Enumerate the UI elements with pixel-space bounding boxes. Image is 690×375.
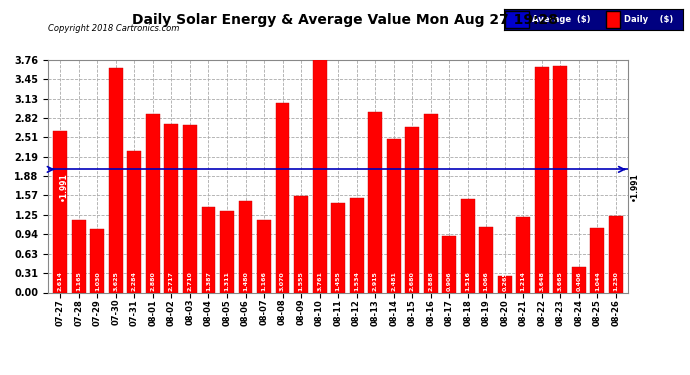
Text: 3.665: 3.665 [558, 271, 563, 291]
Text: •1.991: •1.991 [59, 172, 68, 201]
Text: 1.534: 1.534 [354, 271, 359, 291]
Bar [128, 151, 141, 292]
Bar [424, 114, 437, 292]
Bar [294, 196, 308, 292]
Text: 1.214: 1.214 [521, 271, 526, 291]
Bar [368, 112, 382, 292]
Bar [516, 217, 530, 292]
Bar [220, 211, 234, 292]
Text: 2.888: 2.888 [428, 271, 433, 291]
FancyBboxPatch shape [606, 12, 620, 28]
Bar [201, 207, 215, 292]
Bar [109, 68, 123, 292]
Bar [591, 228, 604, 292]
Text: 1.387: 1.387 [206, 271, 211, 291]
Text: 2.915: 2.915 [373, 271, 377, 291]
Bar [442, 237, 456, 292]
Bar [146, 114, 160, 292]
Bar [350, 198, 364, 292]
Text: 1.455: 1.455 [335, 271, 341, 291]
Bar [480, 226, 493, 292]
Text: 2.710: 2.710 [188, 271, 193, 291]
Bar [53, 131, 68, 292]
Bar [164, 124, 179, 292]
Text: 0.906: 0.906 [446, 271, 452, 291]
Text: 1.480: 1.480 [243, 271, 248, 291]
Text: Daily Solar Energy & Average Value Mon Aug 27 19:28: Daily Solar Energy & Average Value Mon A… [132, 13, 558, 27]
Bar [405, 127, 419, 292]
Text: 1.030: 1.030 [95, 271, 100, 291]
Text: 1.516: 1.516 [465, 271, 470, 291]
Text: 1.555: 1.555 [299, 271, 304, 291]
Bar [313, 60, 326, 292]
Bar [90, 229, 104, 292]
Bar [553, 66, 567, 292]
Text: 2.880: 2.880 [150, 271, 155, 291]
Bar [257, 220, 271, 292]
Bar [331, 202, 345, 292]
Bar [535, 67, 549, 292]
Text: 2.614: 2.614 [58, 271, 63, 291]
Text: 0.406: 0.406 [576, 271, 582, 291]
Text: 2.680: 2.680 [410, 271, 415, 291]
Text: 1.311: 1.311 [224, 271, 230, 291]
Bar [572, 267, 586, 292]
Text: 3.625: 3.625 [113, 271, 119, 291]
Text: 1.166: 1.166 [262, 271, 266, 291]
Text: 3.070: 3.070 [280, 271, 285, 291]
Text: Daily    ($): Daily ($) [624, 15, 673, 24]
Text: 1.044: 1.044 [595, 271, 600, 291]
Text: 1.066: 1.066 [484, 271, 489, 291]
Bar [461, 199, 475, 292]
Text: Copyright 2018 Cartronics.com: Copyright 2018 Cartronics.com [48, 24, 179, 33]
Bar [609, 216, 623, 292]
Bar [497, 276, 512, 292]
Text: 1.230: 1.230 [613, 271, 618, 291]
Text: •1.991: •1.991 [630, 172, 639, 201]
Bar [183, 125, 197, 292]
Bar [72, 220, 86, 292]
Text: 0.265: 0.265 [502, 271, 507, 291]
Text: 3.761: 3.761 [317, 271, 322, 291]
Text: 2.717: 2.717 [169, 271, 174, 291]
Text: 2.481: 2.481 [391, 271, 396, 291]
Text: 3.648: 3.648 [540, 271, 544, 291]
Text: 2.284: 2.284 [132, 271, 137, 291]
Bar [386, 139, 401, 292]
Text: Average  ($): Average ($) [533, 15, 591, 24]
FancyBboxPatch shape [506, 12, 529, 28]
Text: 1.165: 1.165 [77, 271, 81, 291]
Bar [239, 201, 253, 292]
Bar [275, 103, 290, 292]
